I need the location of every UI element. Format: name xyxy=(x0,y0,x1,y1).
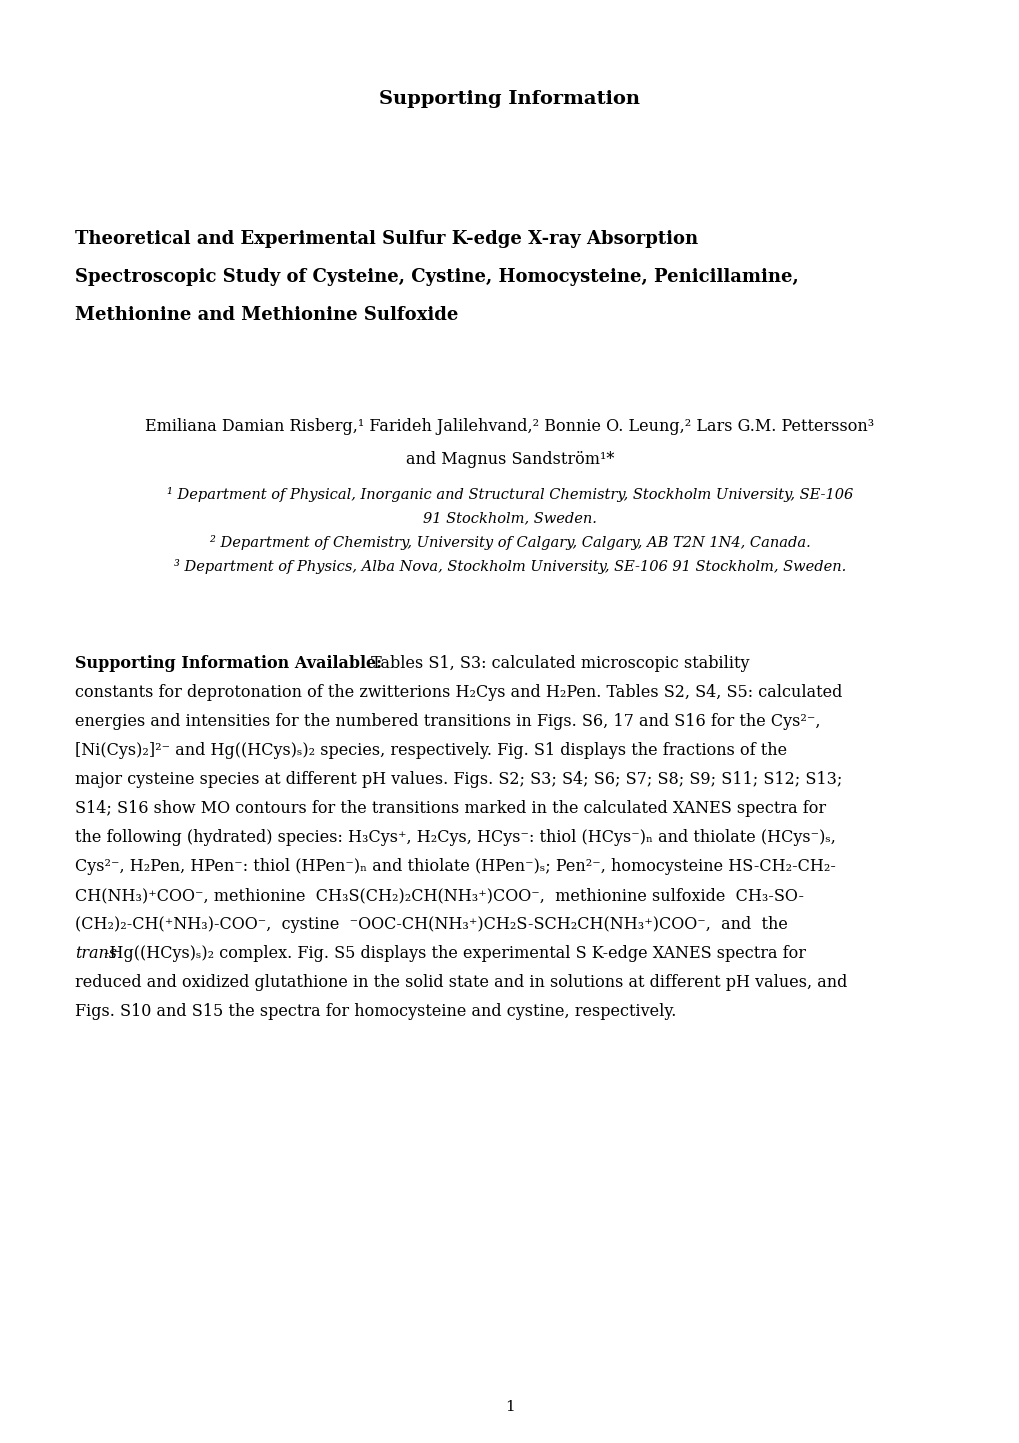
Text: Supporting Information: Supporting Information xyxy=(379,89,640,108)
Text: Emiliana Damian Risberg,¹ Farideh Jalilehvand,² Bonnie O. Leung,² Lars G.M. Pett: Emiliana Damian Risberg,¹ Farideh Jalile… xyxy=(146,418,873,434)
Text: Theoretical and Experimental Sulfur K-edge X-ray Absorption: Theoretical and Experimental Sulfur K-ed… xyxy=(75,229,697,248)
Text: trans: trans xyxy=(75,945,117,962)
Text: Tables S1, S3: calculated microscopic stability: Tables S1, S3: calculated microscopic st… xyxy=(366,655,749,672)
Text: ² Department of Chemistry, University of Calgary, Calgary, AB T2N 1N4, Canada.: ² Department of Chemistry, University of… xyxy=(210,535,809,550)
Text: constants for deprotonation of the zwitterions H₂Cys and H₂Pen. Tables S2, S4, S: constants for deprotonation of the zwitt… xyxy=(75,684,842,701)
Text: Spectroscopic Study of Cysteine, Cystine, Homocysteine, Penicillamine,: Spectroscopic Study of Cysteine, Cystine… xyxy=(75,268,798,286)
Text: energies and intensities for the numbered transitions in Figs. S6, 17 and S16 fo: energies and intensities for the numbere… xyxy=(75,713,819,730)
Text: -Hg((HCys)ₛ)₂ complex. Fig. S5 displays the experimental S K-edge XANES spectra : -Hg((HCys)ₛ)₂ complex. Fig. S5 displays … xyxy=(104,945,805,962)
Text: and Magnus Sandström¹*: and Magnus Sandström¹* xyxy=(406,452,613,468)
Text: major cysteine species at different pH values. Figs. S2; S3; S4; S6; S7; S8; S9;: major cysteine species at different pH v… xyxy=(75,771,842,788)
Text: Methionine and Methionine Sulfoxide: Methionine and Methionine Sulfoxide xyxy=(75,306,458,325)
Text: Supporting Information Available:: Supporting Information Available: xyxy=(75,655,382,672)
Text: 91 Stockholm, Sweden.: 91 Stockholm, Sweden. xyxy=(423,511,596,525)
Text: [Ni(Cys)₂]²⁻ and Hg((HCys)ₛ)₂ species, respectively. Fig. S1 displays the fracti: [Ni(Cys)₂]²⁻ and Hg((HCys)ₛ)₂ species, r… xyxy=(75,742,787,759)
Text: Figs. S10 and S15 the spectra for homocysteine and cystine, respectively.: Figs. S10 and S15 the spectra for homocy… xyxy=(75,1003,676,1020)
Text: CH(NH₃)⁺COO⁻, methionine  CH₃S(CH₂)₂CH(NH₃⁺)COO⁻,  methionine sulfoxide  CH₃-SO-: CH(NH₃)⁺COO⁻, methionine CH₃S(CH₂)₂CH(NH… xyxy=(75,887,803,903)
Text: 1: 1 xyxy=(504,1400,515,1414)
Text: (CH₂)₂-CH(⁺NH₃)-COO⁻,  cystine  ⁻OOC-CH(NH₃⁺)CH₂S-SCH₂CH(NH₃⁺)COO⁻,  and  the: (CH₂)₂-CH(⁺NH₃)-COO⁻, cystine ⁻OOC-CH(NH… xyxy=(75,916,787,934)
Text: Cys²⁻, H₂Pen, HPen⁻: thiol (HPen⁻)ₙ and thiolate (HPen⁻)ₛ; Pen²⁻, homocysteine H: Cys²⁻, H₂Pen, HPen⁻: thiol (HPen⁻)ₙ and … xyxy=(75,859,835,874)
Text: reduced and oxidized glutathione in the solid state and in solutions at differen: reduced and oxidized glutathione in the … xyxy=(75,974,847,991)
Text: ³ Department of Physics, Alba Nova, Stockholm University, SE-106 91 Stockholm, S: ³ Department of Physics, Alba Nova, Stoc… xyxy=(173,558,846,574)
Text: the following (hydrated) species: H₃Cys⁺, H₂Cys, HCys⁻: thiol (HCys⁻)ₙ and thiol: the following (hydrated) species: H₃Cys⁺… xyxy=(75,828,835,846)
Text: S14; S16 show MO contours for the transitions marked in the calculated XANES spe: S14; S16 show MO contours for the transi… xyxy=(75,799,825,817)
Text: ¹ Department of Physical, Inorganic and Structural Chemistry, Stockholm Universi: ¹ Department of Physical, Inorganic and … xyxy=(167,486,852,502)
